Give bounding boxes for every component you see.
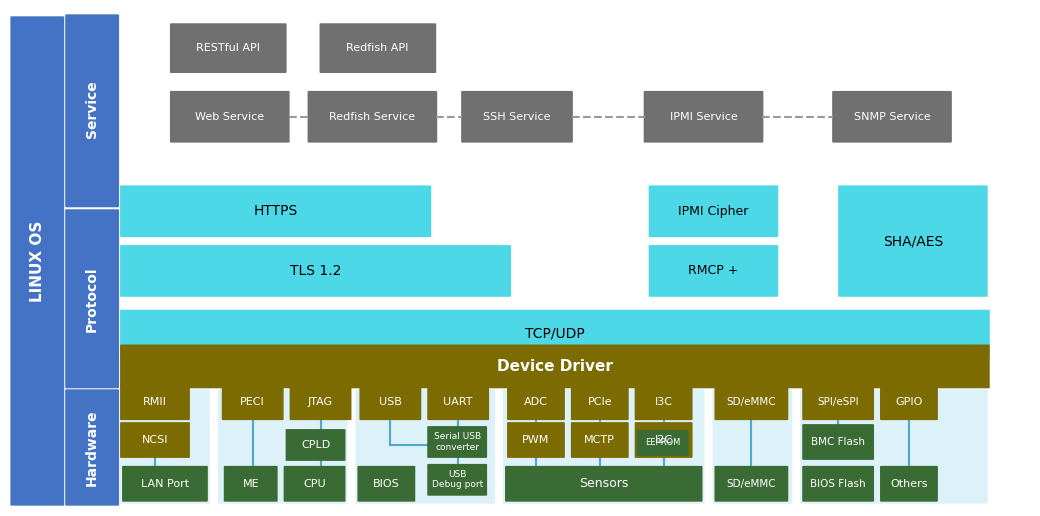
- FancyBboxPatch shape: [10, 17, 64, 506]
- Text: HTTPS: HTTPS: [254, 204, 297, 218]
- FancyBboxPatch shape: [571, 422, 629, 458]
- FancyBboxPatch shape: [66, 14, 119, 207]
- Text: USB: USB: [379, 397, 401, 407]
- FancyBboxPatch shape: [649, 245, 778, 297]
- FancyBboxPatch shape: [571, 384, 629, 420]
- FancyBboxPatch shape: [508, 384, 565, 420]
- FancyBboxPatch shape: [800, 389, 988, 504]
- FancyBboxPatch shape: [222, 384, 284, 420]
- Text: CPU: CPU: [304, 479, 326, 489]
- Text: LINUX OS: LINUX OS: [30, 220, 45, 302]
- Text: IPMI Service: IPMI Service: [670, 112, 737, 122]
- FancyBboxPatch shape: [634, 422, 693, 458]
- Text: I2C: I2C: [654, 435, 673, 445]
- FancyBboxPatch shape: [170, 23, 287, 73]
- FancyBboxPatch shape: [120, 345, 990, 389]
- Text: SD/eMMC: SD/eMMC: [727, 479, 776, 489]
- FancyBboxPatch shape: [714, 384, 788, 420]
- Text: TCP/UDP: TCP/UDP: [525, 327, 584, 341]
- FancyBboxPatch shape: [838, 185, 988, 297]
- FancyBboxPatch shape: [319, 23, 436, 73]
- FancyBboxPatch shape: [66, 209, 119, 389]
- FancyBboxPatch shape: [636, 430, 688, 456]
- Text: ADC: ADC: [524, 397, 548, 407]
- Text: Serial USB
converter: Serial USB converter: [434, 432, 480, 452]
- Text: I3C: I3C: [654, 397, 673, 407]
- Text: GPIO: GPIO: [895, 397, 922, 407]
- Text: BIOS Flash: BIOS Flash: [810, 479, 866, 489]
- Text: PWM: PWM: [522, 435, 550, 445]
- FancyBboxPatch shape: [120, 245, 511, 297]
- Text: EEPROM: EEPROM: [645, 439, 680, 447]
- FancyBboxPatch shape: [832, 91, 952, 142]
- Text: USB
Debug port: USB Debug port: [432, 470, 483, 490]
- Text: CPLD: CPLD: [301, 440, 330, 450]
- FancyBboxPatch shape: [427, 426, 487, 458]
- Text: TLS 1.2: TLS 1.2: [290, 264, 341, 278]
- FancyBboxPatch shape: [802, 466, 874, 502]
- Text: Sensors: Sensors: [579, 477, 628, 490]
- Text: PCIe: PCIe: [588, 397, 613, 407]
- FancyBboxPatch shape: [802, 424, 874, 460]
- Text: SD/eMMC: SD/eMMC: [727, 397, 776, 407]
- Text: Others: Others: [890, 479, 928, 489]
- FancyBboxPatch shape: [170, 91, 289, 142]
- Text: IPMI Cipher: IPMI Cipher: [678, 205, 749, 218]
- Text: SHA/AES: SHA/AES: [883, 234, 943, 248]
- Text: Hardware: Hardware: [85, 410, 99, 486]
- Text: ME: ME: [242, 479, 259, 489]
- FancyBboxPatch shape: [802, 384, 874, 420]
- FancyBboxPatch shape: [224, 466, 278, 502]
- Text: Redfish API: Redfish API: [346, 43, 409, 53]
- Text: RESTful API: RESTful API: [196, 43, 260, 53]
- FancyBboxPatch shape: [120, 389, 210, 504]
- FancyBboxPatch shape: [427, 384, 489, 420]
- FancyBboxPatch shape: [644, 91, 763, 142]
- Text: NCSI: NCSI: [141, 435, 168, 445]
- FancyBboxPatch shape: [880, 466, 938, 502]
- FancyBboxPatch shape: [634, 384, 693, 420]
- FancyBboxPatch shape: [66, 389, 119, 506]
- FancyBboxPatch shape: [649, 185, 778, 237]
- FancyBboxPatch shape: [461, 91, 573, 142]
- FancyBboxPatch shape: [360, 384, 421, 420]
- Text: BIOS: BIOS: [373, 479, 399, 489]
- Text: Web Service: Web Service: [196, 112, 264, 122]
- FancyBboxPatch shape: [358, 466, 415, 502]
- Text: SSH Service: SSH Service: [484, 112, 551, 122]
- FancyBboxPatch shape: [880, 384, 938, 420]
- FancyBboxPatch shape: [289, 384, 352, 420]
- Text: JTAG: JTAG: [308, 397, 333, 407]
- Text: RMII: RMII: [144, 397, 166, 407]
- FancyBboxPatch shape: [356, 389, 495, 504]
- FancyBboxPatch shape: [120, 185, 432, 237]
- Text: Protocol: Protocol: [85, 266, 99, 331]
- FancyBboxPatch shape: [286, 429, 345, 461]
- FancyBboxPatch shape: [503, 389, 704, 504]
- FancyBboxPatch shape: [122, 466, 208, 502]
- FancyBboxPatch shape: [508, 422, 565, 458]
- FancyBboxPatch shape: [427, 464, 487, 496]
- FancyBboxPatch shape: [712, 389, 792, 504]
- FancyBboxPatch shape: [308, 91, 437, 142]
- FancyBboxPatch shape: [505, 466, 702, 502]
- Text: LAN Port: LAN Port: [140, 479, 189, 489]
- FancyBboxPatch shape: [284, 466, 345, 502]
- FancyBboxPatch shape: [714, 466, 788, 502]
- Text: UART: UART: [443, 397, 473, 407]
- Text: BMC Flash: BMC Flash: [811, 437, 865, 447]
- FancyBboxPatch shape: [120, 384, 190, 420]
- Text: Redfish Service: Redfish Service: [330, 112, 415, 122]
- Text: MCTP: MCTP: [584, 435, 616, 445]
- Text: SPI/eSPI: SPI/eSPI: [817, 397, 859, 407]
- Text: PECI: PECI: [240, 397, 265, 407]
- Text: Service: Service: [85, 80, 99, 138]
- Text: Device Driver: Device Driver: [497, 359, 613, 374]
- FancyBboxPatch shape: [217, 389, 347, 504]
- Text: RMCP +: RMCP +: [688, 264, 738, 278]
- FancyBboxPatch shape: [120, 310, 990, 357]
- Text: SNMP Service: SNMP Service: [854, 112, 931, 122]
- FancyBboxPatch shape: [120, 422, 190, 458]
